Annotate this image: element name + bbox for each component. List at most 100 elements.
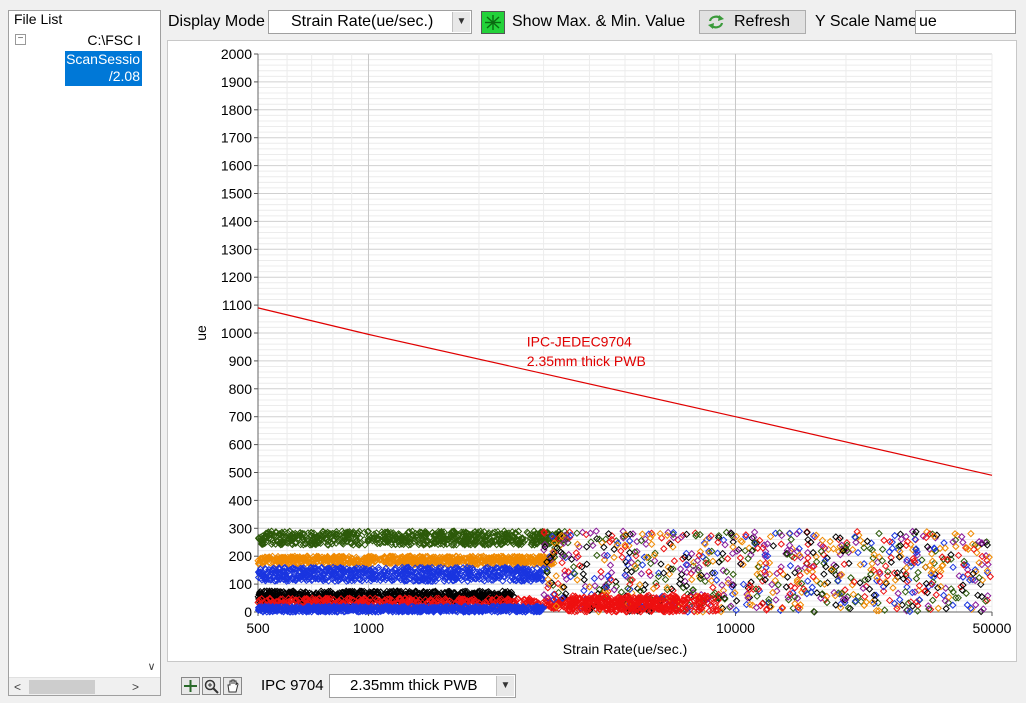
y-scale-name-input[interactable]: ue [915, 10, 1016, 34]
data-point [482, 564, 490, 572]
data-point [411, 573, 419, 581]
data-point [390, 573, 399, 581]
data-point [449, 527, 458, 536]
chart-panel[interactable]: 0 100 200 300 400 500 600 700 800 900 1000 1100 1200… [167, 40, 1017, 662]
data-point [516, 566, 525, 574]
data-point [528, 572, 536, 580]
y-tick-label: 1500 [221, 186, 252, 202]
data-point [532, 535, 541, 543]
data-point [265, 531, 273, 539]
data-point [322, 595, 331, 603]
scrollbar-thumb[interactable] [29, 680, 95, 694]
y-tick-label: 1200 [221, 269, 252, 285]
data-point [434, 564, 443, 572]
data-point [376, 539, 384, 548]
data-point [405, 606, 413, 614]
data-point [405, 538, 414, 546]
y-tick-label: 200 [229, 548, 253, 564]
data-point [397, 576, 405, 584]
data-point [523, 528, 531, 536]
data-point [382, 528, 390, 537]
tree-item-line1: ScanSessio [66, 51, 140, 67]
data-point [345, 594, 354, 602]
horizontal-scrollbar[interactable]: < > [9, 677, 160, 695]
data-point [380, 552, 389, 561]
data-point [255, 568, 263, 576]
data-point [362, 554, 370, 563]
data-point [377, 588, 385, 596]
data-point [416, 568, 425, 576]
data-point [394, 568, 402, 576]
data-point [390, 576, 398, 584]
data-point [323, 554, 331, 562]
data-point [467, 575, 476, 584]
file-list-panel[interactable]: File List − C:\FSC I ScanSessio /2.08 ∨ … [8, 10, 161, 696]
data-point [454, 565, 463, 573]
data-point [405, 528, 414, 536]
tree-item-scan-session[interactable]: ScanSessio /2.08 [65, 51, 142, 86]
data-point [461, 573, 470, 582]
data-point [336, 535, 345, 543]
data-point [408, 527, 417, 535]
data-point [293, 596, 301, 604]
data-point [273, 532, 281, 540]
data-point [509, 553, 518, 562]
data-point [356, 534, 364, 542]
data-point [292, 538, 300, 546]
data-point [347, 540, 355, 548]
data-point [296, 564, 305, 573]
data-point [537, 552, 545, 561]
chevron-down-icon[interactable]: ▼ [452, 12, 470, 32]
data-point [376, 576, 385, 585]
data-point [304, 534, 312, 543]
data-point [263, 554, 272, 563]
data-point [480, 577, 489, 585]
data-point [461, 539, 470, 548]
sparkle-icon [485, 15, 501, 30]
data-point [296, 553, 304, 561]
data-point [470, 568, 479, 576]
data-point [497, 556, 506, 565]
data-point [256, 568, 264, 576]
data-point [319, 528, 327, 536]
data-point [329, 535, 338, 543]
data-point [414, 590, 423, 598]
tree-collapse-icon[interactable]: − [15, 34, 26, 45]
data-point [402, 587, 410, 596]
data-point [530, 541, 539, 549]
refresh-button[interactable]: Refresh [699, 10, 806, 34]
data-point [403, 576, 411, 585]
data-point [470, 597, 478, 605]
data-point [533, 564, 541, 572]
scroll-right-icon[interactable]: > [131, 680, 139, 694]
data-point [442, 570, 451, 578]
scroll-down-icon[interactable]: ∨ [147, 661, 156, 673]
display-mode-select[interactable]: Strain Rate(ue/sec.) ▼ [268, 10, 472, 34]
data-point [283, 574, 292, 582]
data-point [288, 587, 297, 596]
data-point [277, 557, 286, 565]
data-point [419, 555, 427, 563]
data-point [409, 534, 417, 543]
data-point [437, 535, 446, 543]
scroll-left-icon[interactable]: < [13, 680, 21, 694]
data-point [288, 565, 297, 573]
data-point [490, 589, 499, 597]
scatter-chart[interactable]: 0100200300400500600700800900100011001200… [168, 41, 1018, 663]
data-point [477, 532, 486, 540]
show-max-min-toggle[interactable] [481, 11, 505, 34]
data-point [283, 575, 292, 583]
data-point [878, 545, 887, 554]
data-point [444, 566, 452, 575]
data-point [418, 553, 426, 561]
data-point [439, 568, 448, 577]
data-point [476, 567, 484, 576]
data-point [336, 570, 344, 578]
data-point [324, 596, 333, 604]
data-point [550, 604, 558, 613]
data-point [497, 540, 505, 549]
tree-root-folder[interactable]: C:\FSC I [87, 32, 141, 48]
data-point [532, 530, 540, 538]
data-point [468, 555, 476, 564]
data-point [471, 536, 480, 545]
